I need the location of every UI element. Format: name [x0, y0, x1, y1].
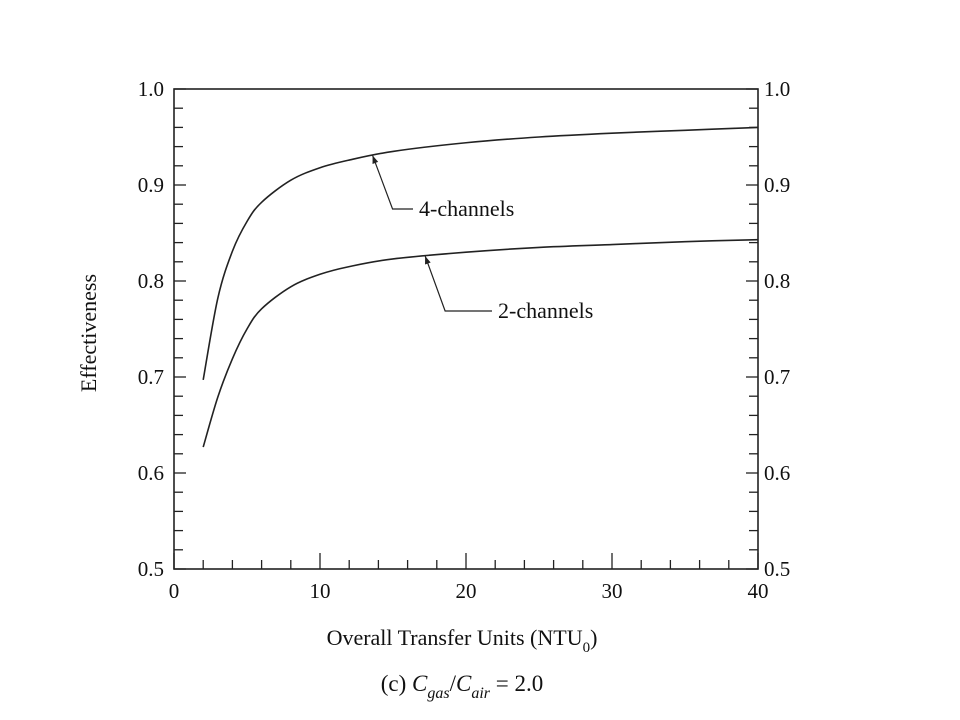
series-label-4-channels: 4-channels	[419, 196, 514, 221]
series-label-leaders	[371, 155, 492, 312]
tick-labels: 0 10 20 30 400.5 0.50.6 0.60.7 0.70.8 0.80.9 0.91…	[138, 77, 791, 603]
leader-arrowhead-4-channels	[372, 155, 379, 164]
x-tick-label: 30	[602, 579, 623, 603]
series-line-4-channels	[202, 126, 759, 381]
y-tick-label-right: 0.5	[764, 557, 790, 581]
x-axis-title: Overall Transfer Units (NTU0)	[327, 625, 598, 656]
y-tick-label-right: 0.9	[764, 173, 790, 197]
y-tick-label-left: 0.7	[138, 365, 164, 389]
y-tick-label-right: 0.7	[764, 365, 790, 389]
series-lines	[202, 126, 759, 448]
y-tick-label-left: 0.6	[138, 461, 164, 485]
chart-caption: (c) Cgas/Cair = 2.0	[381, 671, 544, 702]
y-tick-label-right: 1.0	[764, 77, 790, 101]
leader-line-4-channels	[371, 155, 413, 210]
leader-arrowhead-2-channels	[425, 255, 431, 265]
x-tick-label: 40	[748, 579, 769, 603]
plot-frame	[173, 88, 759, 570]
y-tick-label-left: 0.5	[138, 557, 164, 581]
series-line-2-channels	[202, 238, 759, 448]
y-tick-label-right: 0.8	[764, 269, 790, 293]
x-tick-label: 20	[456, 579, 477, 603]
leader-line-2-channels	[424, 255, 492, 312]
series-labels: 4-channels 2-channels	[419, 196, 593, 323]
ticks	[173, 88, 759, 570]
x-tick-label: 0	[169, 579, 180, 603]
y-axis-title: Effectiveness	[76, 274, 101, 392]
y-tick-label-right: 0.6	[764, 461, 790, 485]
y-tick-label-left: 0.9	[138, 173, 164, 197]
y-tick-label-left: 0.8	[138, 269, 164, 293]
series-label-2-channels: 2-channels	[498, 298, 593, 323]
x-tick-label: 10	[310, 579, 331, 603]
y-tick-label-left: 1.0	[138, 77, 164, 101]
